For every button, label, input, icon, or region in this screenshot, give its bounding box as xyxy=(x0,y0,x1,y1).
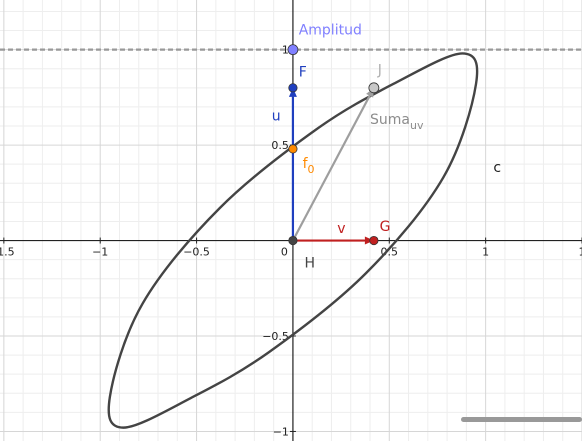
y-tick-label: −0.5 xyxy=(262,330,289,343)
horizontal-scrollbar[interactable] xyxy=(461,417,582,422)
x-tick-label: -1.5 xyxy=(0,246,15,259)
point-label-h: H xyxy=(304,255,315,271)
y-tick-label: −1 xyxy=(273,425,289,438)
x-tick-label: 1 xyxy=(579,246,582,259)
vector-label-suma: Sumauv xyxy=(370,112,424,132)
point-label-j: J xyxy=(377,62,382,78)
vector-label-v: v xyxy=(337,221,345,237)
point-label-amplitud: Amplitud xyxy=(299,22,362,38)
y-tick-label: 1 xyxy=(282,44,289,57)
point-label-g: G xyxy=(380,219,391,235)
tick-labels: -1.5−1−0.50.51110.5−0.5−10 xyxy=(0,44,582,438)
x-tick-label: −0.5 xyxy=(183,246,210,259)
ellipse-label-c: c xyxy=(493,160,501,176)
vector-suma-uv[interactable] xyxy=(291,95,371,242)
y-tick-label: 0.5 xyxy=(271,139,289,152)
point-g[interactable] xyxy=(369,235,379,246)
point-label-f0: f0 xyxy=(303,156,315,176)
vector-label-u: u xyxy=(272,108,281,124)
point-f0[interactable] xyxy=(288,144,298,154)
x-tick-label: 1 xyxy=(482,246,489,259)
point-h[interactable] xyxy=(288,235,298,246)
point-j[interactable] xyxy=(368,82,380,94)
origin-label: 0 xyxy=(281,246,288,259)
point-label-f: F xyxy=(299,64,307,80)
point-f[interactable] xyxy=(288,83,298,93)
x-tick-label: −1 xyxy=(92,246,108,259)
point-amplitud[interactable] xyxy=(287,44,299,56)
ellipse-c[interactable] xyxy=(107,52,479,429)
